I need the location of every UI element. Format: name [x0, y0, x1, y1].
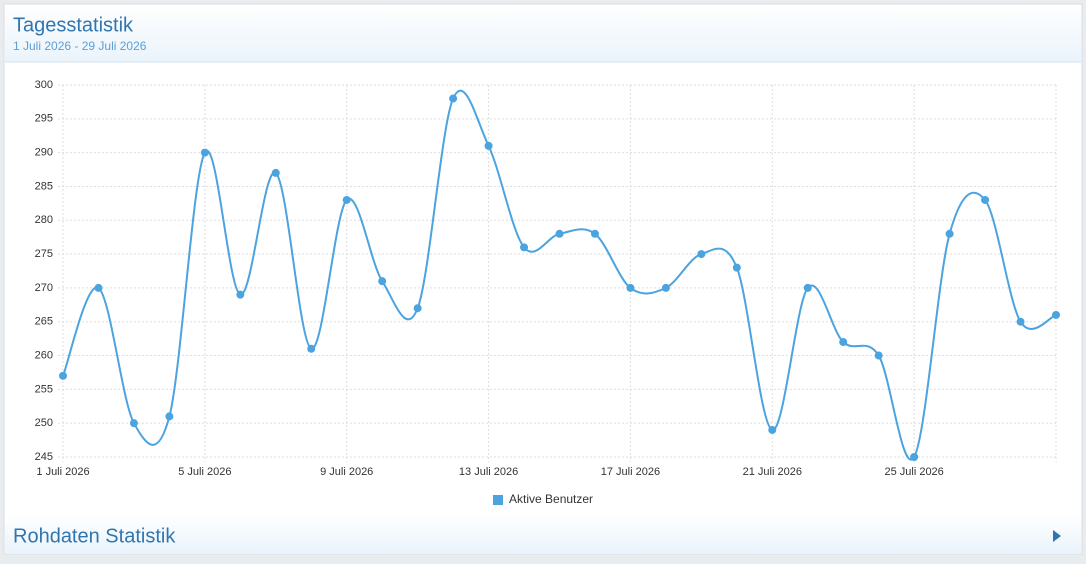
- point: [910, 453, 919, 461]
- panel: [3, 3, 1083, 555]
- point: [200, 148, 209, 157]
- point: [271, 168, 280, 177]
- footer-title[interactable]: Rohdaten Statistik: [13, 525, 176, 547]
- y-tick-label: 285: [35, 180, 53, 192]
- y-tick-label: 300: [35, 79, 53, 91]
- legend-swatch[interactable]: [493, 495, 503, 505]
- point: [945, 229, 954, 238]
- point: [697, 250, 706, 259]
- point: [1016, 317, 1025, 326]
- expand-arrow[interactable]: [1053, 530, 1061, 542]
- point: [732, 263, 741, 272]
- point: [839, 338, 848, 347]
- y-tick-label: 255: [35, 383, 53, 395]
- point: [874, 351, 883, 360]
- legend-label[interactable]: Aktive Benutzer: [509, 492, 593, 506]
- y-tick-label: 260: [35, 349, 53, 361]
- point: [449, 94, 458, 103]
- point: [378, 277, 387, 286]
- panel-title: Tagesstatistik: [13, 14, 134, 36]
- y-tick-label: 250: [35, 417, 53, 429]
- y-tick-label: 290: [35, 147, 53, 159]
- x-tick-label: 13 Juli 2026: [459, 466, 518, 478]
- point: [520, 243, 529, 252]
- panel-subtitle: 1 Juli 2026 - 29 Juli 2026: [13, 39, 147, 53]
- x-tick-label: 21 Juli 2026: [743, 466, 802, 478]
- point: [413, 304, 422, 313]
- point: [803, 283, 812, 292]
- y-tick-label: 295: [35, 113, 53, 125]
- point: [555, 229, 564, 238]
- panel-header: [5, 5, 1081, 62]
- x-tick-label: 5 Juli 2026: [178, 466, 231, 478]
- y-tick-label: 275: [35, 248, 53, 260]
- point: [59, 371, 67, 380]
- y-tick-label: 265: [35, 316, 53, 328]
- footer-panel[interactable]: [5, 515, 1081, 554]
- y-tick-label: 245: [35, 451, 53, 463]
- x-tick-label: 25 Juli 2026: [884, 466, 943, 478]
- x-tick-label: 1 Juli 2026: [36, 466, 89, 478]
- point: [94, 283, 103, 292]
- point: [342, 195, 351, 204]
- x-tick-label: 17 Juli 2026: [601, 466, 660, 478]
- point: [165, 412, 174, 421]
- point: [768, 425, 777, 434]
- point: [1052, 310, 1060, 319]
- point: [626, 283, 635, 292]
- y-tick-label: 270: [35, 282, 53, 294]
- y-tick-label: 280: [35, 214, 53, 226]
- chart: 245 250 255 260 265 270 275 280 285 290 295 300 1 Ju…: [35, 79, 1060, 506]
- point: [981, 195, 990, 204]
- point: [484, 141, 493, 150]
- point: [236, 290, 245, 299]
- x-tick-label: 9 Juli 2026: [320, 466, 373, 478]
- point: [590, 229, 599, 238]
- line: [62, 89, 1057, 461]
- point: [661, 283, 670, 292]
- point: [307, 344, 316, 353]
- point: [129, 419, 138, 428]
